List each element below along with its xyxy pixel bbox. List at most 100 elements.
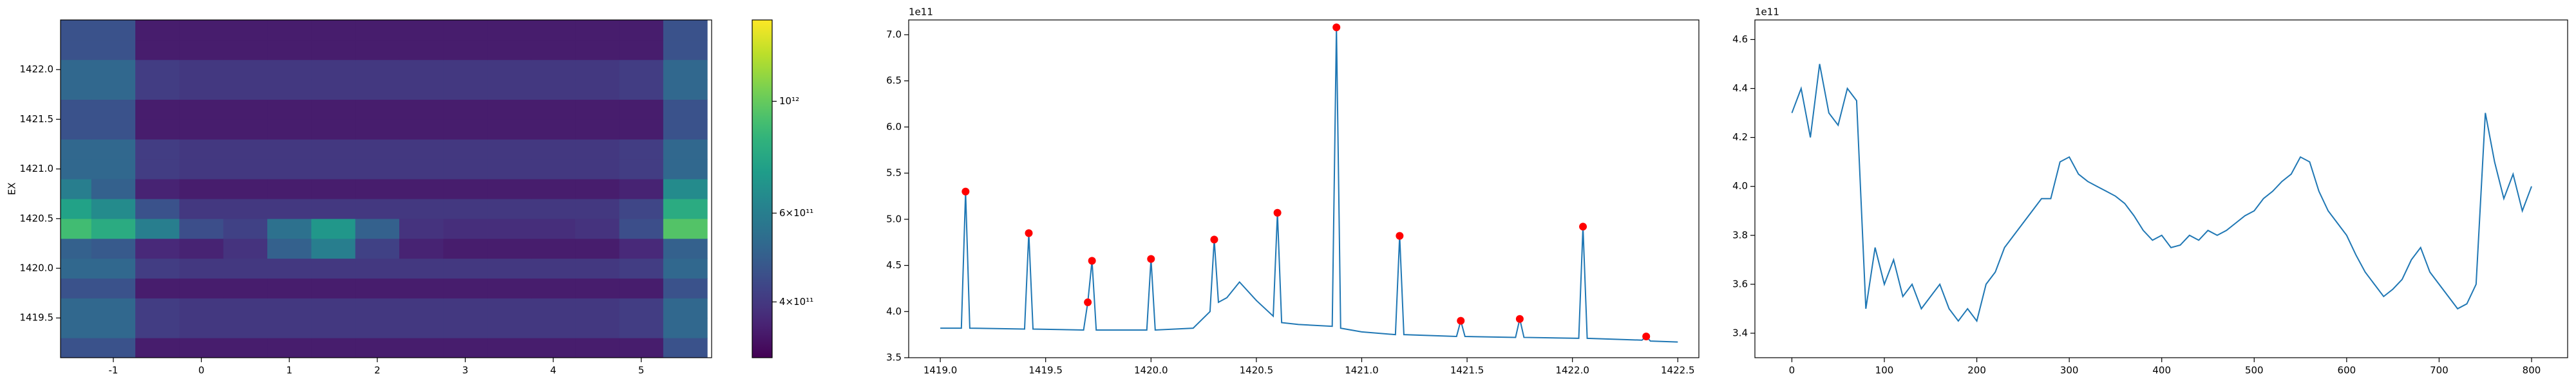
heatmap-cell (575, 159, 620, 179)
heatmap-cell (487, 39, 532, 60)
heatmap-cell (311, 139, 356, 160)
heatmap-cell (443, 39, 488, 60)
heatmap-cell (575, 278, 620, 299)
heatmap-cell (267, 139, 312, 160)
heatmap-cell (355, 258, 400, 279)
heatmap-cell (443, 20, 488, 41)
x-tick-label: 1420.0 (1134, 365, 1168, 376)
heatmap-cell (311, 119, 356, 140)
heatmap-cell (575, 258, 620, 279)
heatmap-cell (223, 99, 268, 120)
heatmap-cell (61, 318, 92, 338)
series-line (1791, 64, 2532, 323)
heatmap-cell (399, 198, 444, 219)
heatmap-cell (61, 278, 92, 299)
heatmap-cell (135, 238, 180, 259)
heatmap-cell (91, 298, 136, 318)
x-tick-label: 4 (550, 365, 556, 376)
heatmap-cell (61, 119, 92, 140)
x-tick-label: 1421.5 (1450, 365, 1484, 376)
heatmap-cell (355, 20, 400, 41)
peak-marker (1579, 223, 1587, 231)
x-tick-label: 2 (374, 365, 381, 376)
heatmap-cell (531, 119, 576, 140)
heatmap-cell (61, 79, 92, 100)
heatmap-cell (355, 298, 400, 318)
y-tick-label: 4.4 (1732, 82, 1748, 94)
heatmap-cell (443, 278, 488, 299)
heatmap-cell (267, 298, 312, 318)
heatmap-cell (399, 179, 444, 199)
heatmap-cell (135, 338, 180, 358)
y-tick-label: 4.0 (1732, 180, 1748, 192)
heatmap-cell (443, 159, 488, 179)
heatmap-cell (61, 59, 92, 80)
y-tick-label: 3.6 (1732, 278, 1748, 290)
x-tick-label: 3 (462, 365, 469, 376)
heatmap-cell (531, 159, 576, 179)
heatmap-cell (663, 119, 708, 140)
x-tick-label: 5 (638, 365, 645, 376)
heatmap-cell (135, 218, 180, 239)
heatmap-cell (531, 198, 576, 219)
heatmap-cell (91, 20, 136, 41)
heatmap-cell (223, 238, 268, 259)
heatmap-cell (91, 318, 136, 338)
heatmap-cell (619, 99, 664, 120)
heatmap-cell (267, 20, 312, 41)
heatmap-cell (575, 318, 620, 338)
heatmap-cell (575, 99, 620, 120)
peak-marker (1084, 298, 1092, 306)
heatmap-cell (61, 159, 92, 179)
heatmap-cell (619, 119, 664, 140)
heatmap-cell (61, 139, 92, 160)
heatmap-cell (91, 159, 136, 179)
heatmap-cell (179, 338, 224, 358)
y-tick-label: 3.8 (1732, 229, 1748, 241)
heatmap-cell (663, 59, 708, 80)
heatmap-cell (663, 20, 708, 41)
heatmap-cell (487, 59, 532, 80)
peak-marker (1088, 257, 1096, 265)
heatmap-cell (61, 218, 92, 239)
heatmap-cell (619, 198, 664, 219)
heatmap-cell (179, 99, 224, 120)
heatmap-cell (531, 79, 576, 100)
heatmap-cell (443, 318, 488, 338)
heatmap-cell (91, 258, 136, 279)
heatmap-cell (61, 258, 92, 279)
heatmap-cell (531, 179, 576, 199)
heatmap-cell (575, 79, 620, 100)
colorbar-tick-label: 6×10¹¹ (779, 207, 813, 219)
heatmap-cell (487, 298, 532, 318)
peak-marker (1025, 229, 1033, 237)
heatmap-cell (487, 318, 532, 338)
heatmap-cell (663, 218, 708, 239)
heatmap-cell (179, 318, 224, 338)
heatmap-cell (531, 39, 576, 60)
y-tick-label: 7.0 (886, 28, 902, 40)
heatmap-cell (267, 99, 312, 120)
heatmap-cell (311, 159, 356, 179)
peak-marker (1642, 333, 1651, 341)
heatmap-cell (311, 238, 356, 259)
heatmap-cell (531, 278, 576, 299)
series-line (940, 27, 1678, 343)
peak-marker (961, 187, 970, 196)
heatmap-cell (619, 258, 664, 279)
heatmap-cell (311, 39, 356, 60)
x-tick-label: 1422.0 (1555, 365, 1589, 376)
heatmap-cell (663, 318, 708, 338)
heatmap-cell (663, 39, 708, 60)
heatmap-cell (135, 139, 180, 160)
heatmap-cell (399, 298, 444, 318)
heatmap-cell (663, 258, 708, 279)
heatmap-cell (619, 218, 664, 239)
x-tick-label: 1 (286, 365, 292, 376)
heatmap-cell (61, 338, 92, 358)
heatmap-cell (399, 139, 444, 160)
y-tick-label: 1422.0 (20, 64, 54, 75)
heatmap-cell (355, 59, 400, 80)
heatmap-cell (223, 258, 268, 279)
